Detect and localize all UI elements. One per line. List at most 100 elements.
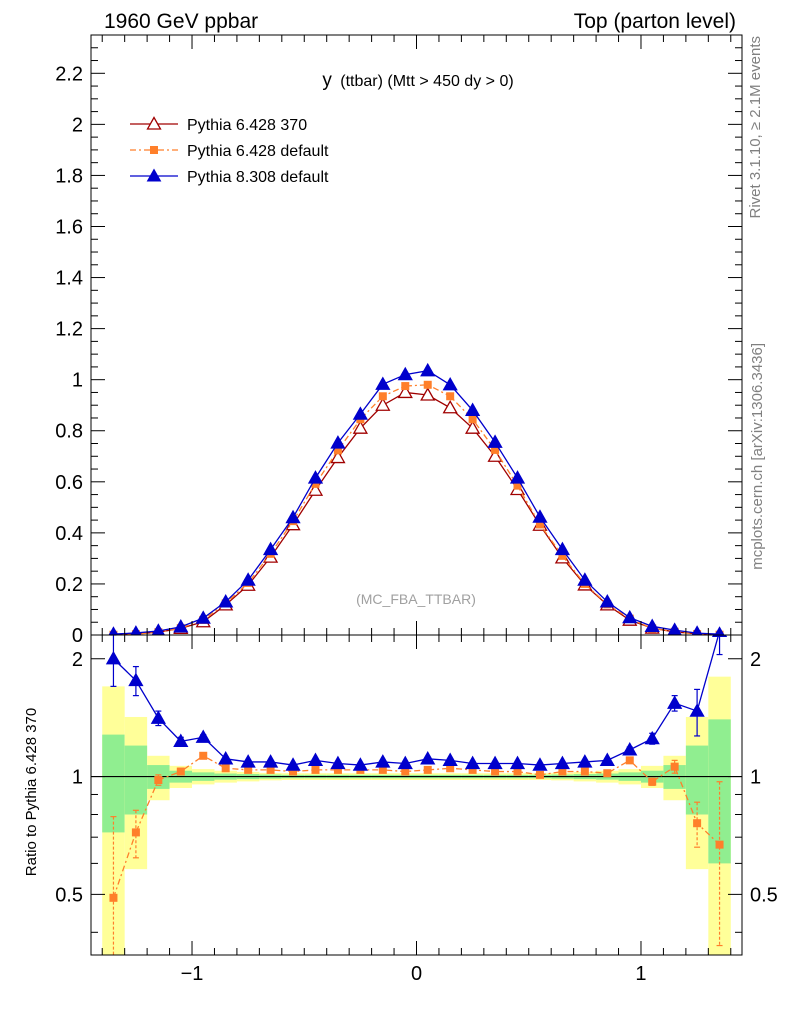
ratio-point-series-2 [667, 695, 683, 709]
ratio-point-series-1 [311, 765, 320, 774]
data-point-series-0 [442, 399, 458, 414]
y-tick-label: 1 [72, 370, 83, 392]
ratio-point-series-1 [580, 767, 589, 776]
ratio-point-series-2 [577, 754, 593, 768]
data-point-series-2 [330, 435, 346, 449]
data-point-series-2 [420, 362, 436, 377]
legend-marker-pythia-6428-default [150, 146, 158, 154]
header-right: Top (parton level) [574, 10, 736, 33]
data-point-series-0 [420, 387, 436, 401]
ratio-point-series-2 [375, 754, 391, 768]
ratio-point-series-2 [195, 729, 211, 743]
legend-item-pythia-6428-370: Pythia 6.428 370 [130, 116, 307, 134]
ratio-point-series-1 [199, 751, 208, 760]
ratio-band-green [124, 745, 148, 815]
ratio-point-series-1 [289, 767, 298, 776]
ratio-band-green [708, 719, 731, 864]
data-point-series-2 [352, 406, 368, 420]
ratio-point-series-1 [266, 765, 275, 774]
ratio-point-series-1 [423, 765, 432, 774]
data-point-series-1 [513, 481, 522, 490]
plot-title: y (ttbar) (Mtt > 450 dy > 0) [322, 70, 513, 91]
data-point-series-2 [130, 625, 142, 635]
legend-label-pythia-6428-default: Pythia 6.428 default [187, 143, 329, 160]
ratio-band-green [102, 734, 125, 833]
ratio-point-series-1 [378, 765, 387, 774]
data-point-series-2 [509, 470, 526, 484]
ratio-point-series-2 [420, 751, 436, 765]
ratio-y-tick-label-right: 0.5 [750, 884, 778, 906]
x-tick-label: 1 [635, 963, 646, 985]
legend-label-pythia-8308-default: Pythia 8.308 default [187, 169, 329, 186]
data-point-series-2 [714, 626, 725, 635]
data-point-series-2 [173, 619, 189, 633]
ratio-point-series-2 [307, 752, 324, 767]
ratio-point-series-1 [558, 767, 567, 776]
y-tick-label: 1.6 [55, 216, 83, 238]
ratio-point-series-1 [244, 765, 253, 774]
rivet-label: Rivet 3.1.10, ≥ 2.1M events [747, 36, 764, 219]
legend: Pythia 6.428 370 Pythia 6.428 default Py… [130, 116, 329, 186]
ratio-line-2 [112, 635, 720, 766]
data-point-series-0 [307, 482, 324, 496]
data-point-series-2 [622, 609, 638, 624]
y-tick-label: 1.2 [55, 319, 83, 341]
ratio-point-series-2 [218, 751, 234, 765]
ratio-ylabel: Ratio to Pythia 6.428 370 [23, 708, 40, 876]
ratio-point-series-2 [173, 733, 189, 748]
data-point-series-1 [423, 380, 432, 389]
data-point-series-2 [240, 572, 256, 586]
legend-item-pythia-6428-default: Pythia 6.428 default [130, 143, 329, 160]
data-point-series-0 [487, 448, 503, 462]
ratio-point-series-2 [150, 710, 166, 724]
ratio-y-tick-label-right: 1 [750, 767, 761, 789]
ratio-y-tick-label: 1 [72, 767, 83, 789]
data-point-series-1 [446, 392, 455, 401]
ratio-point-series-1 [154, 775, 163, 784]
ratio-point-series-1 [176, 767, 185, 776]
data-point-series-2 [599, 593, 615, 608]
data-point-series-2 [532, 509, 548, 523]
data-point-series-2 [577, 572, 593, 586]
ratio-point-series-2 [554, 755, 571, 770]
data-point-series-2 [554, 541, 571, 556]
main-plot-panel: 0 0.2 0.4 0.6 0.8 1 1.2 1.4 1.6 1.8 2 2.2 [55, 34, 743, 647]
ratio-point-series-1 [491, 767, 500, 776]
ratio-y-tick-label: 0.5 [55, 884, 83, 906]
ratio-point-series-1 [468, 765, 477, 774]
data-point-series-2 [465, 402, 481, 416]
data-point-series-2 [442, 376, 458, 391]
data-point-series-1 [558, 551, 567, 560]
legend-marker-pythia-8308-default [146, 168, 162, 182]
ratio-y-tick-label-right: 2 [750, 649, 761, 671]
data-point-series-0 [330, 449, 346, 464]
legend-label-pythia-6428-370: Pythia 6.428 370 [187, 117, 307, 134]
watermark: (MC_FBA_TTBAR) [356, 591, 476, 607]
mcplots-label: mcplots.cern.ch [arXiv:1306.3436] [749, 343, 766, 570]
ratio-point-series-2 [644, 730, 660, 745]
ratio-point-series-2 [397, 755, 413, 770]
ratio-point-series-1 [221, 764, 230, 773]
legend-marker-pythia-6428-370 [146, 116, 162, 130]
data-point-series-0 [375, 397, 391, 411]
ratio-point-series-1 [109, 893, 118, 902]
y-tick-label: 1.8 [55, 165, 83, 187]
data-point-series-2 [108, 626, 119, 635]
ratio-point-series-1 [648, 777, 657, 786]
ratio-band-green [685, 745, 709, 815]
ratio-point-series-1 [535, 770, 544, 779]
data-point-series-2 [487, 434, 503, 448]
data-point-series-1 [491, 445, 500, 454]
ratio-plot-panel: 0.5 0.5 1 1 2 2 [55, 634, 778, 956]
ratio-point-series-1 [446, 764, 455, 773]
ratio-point-series-2 [352, 757, 368, 771]
ratio-line-1 [112, 755, 721, 899]
ratio-point-series-2 [487, 755, 503, 770]
y-tick-label: 0 [72, 625, 83, 647]
x-tick-label: 0 [411, 963, 422, 985]
ratio-point-series-1 [693, 819, 702, 828]
data-point-series-1 [401, 382, 410, 391]
y-tick-label: 0.4 [55, 523, 83, 545]
ratio-point-series-2 [599, 752, 615, 767]
x-tick-label: −1 [181, 963, 204, 985]
